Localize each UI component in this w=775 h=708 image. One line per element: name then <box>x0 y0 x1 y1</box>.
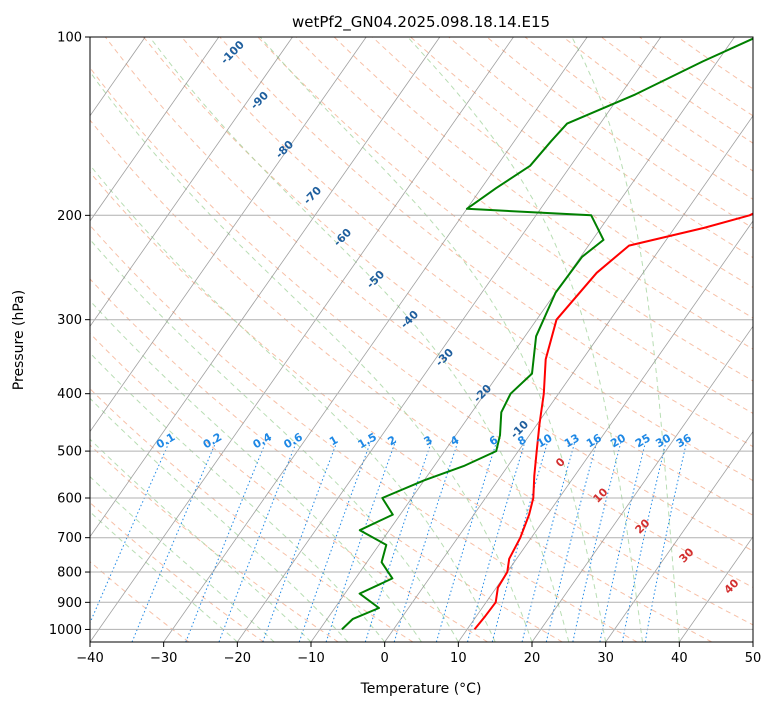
mixing-ratio-line <box>644 440 688 642</box>
dry-adiabat-line <box>90 278 563 642</box>
isotherm-line <box>605 430 753 642</box>
x-tick-label: 50 <box>745 651 762 666</box>
mixing-ratio-line <box>90 440 171 625</box>
moist-adiabat-line <box>571 37 680 642</box>
y-tick-label: 1000 <box>49 623 82 638</box>
moist-adiabat-line <box>90 397 349 642</box>
isotherm-line <box>90 37 441 538</box>
dry-adiabat-line <box>90 224 638 642</box>
y-tick-label: 500 <box>57 445 82 460</box>
x-tick-label: 40 <box>671 651 688 666</box>
mixing-ratio-line <box>599 440 647 642</box>
moist-adiabat-line <box>149 37 570 642</box>
moist-adiabat-line <box>90 352 386 642</box>
mixing-ratio-line <box>521 440 576 642</box>
isotherm-line <box>90 37 293 327</box>
mixing-ratio-line <box>262 440 338 642</box>
moist-adiabat-line <box>90 300 422 642</box>
dry-adiabat-line <box>90 560 190 642</box>
dry-adiabat-line <box>90 332 488 642</box>
dry-adiabat-line <box>181 37 753 482</box>
x-tick-label: 30 <box>597 651 614 666</box>
isotherm-line <box>384 115 753 642</box>
moist-adiabat-line <box>90 164 496 642</box>
y-tick-label: 900 <box>57 596 82 611</box>
isotherm-line <box>90 37 220 222</box>
x-tick-label: 0 <box>381 651 389 666</box>
x-tick-label: −20 <box>224 651 251 666</box>
isotherm-line <box>90 37 367 433</box>
y-tick-label: 300 <box>57 313 82 328</box>
mixing-ratio-line <box>131 440 217 642</box>
dry-adiabat-line <box>90 171 712 642</box>
y-tick-label: 600 <box>57 492 82 507</box>
dry-adiabat-line <box>372 37 753 319</box>
temperature-profile-line <box>473 212 753 631</box>
isotherm-line <box>236 37 662 642</box>
y-tick-label: 200 <box>57 209 82 224</box>
plot-frame <box>89 36 754 643</box>
mixing-ratio-line <box>621 440 667 642</box>
dry-adiabat-line <box>295 37 753 382</box>
y-axis-label: Pressure (hPa) <box>11 290 27 390</box>
chart-title: wetPf2_GN04.2025.098.18.14.E15 <box>292 13 550 32</box>
background-reference-lines <box>90 37 753 642</box>
x-tick-label: −10 <box>297 651 324 666</box>
x-tick-label: 10 <box>450 651 467 666</box>
moist-adiabat-line <box>90 70 533 642</box>
sounding-profiles <box>341 37 753 631</box>
y-tick-label: 800 <box>57 566 82 581</box>
mixing-ratio-line <box>545 440 598 642</box>
dry-adiabat-line <box>143 37 753 516</box>
dry-adiabat-line <box>90 67 753 588</box>
moist-adiabat-line <box>90 238 459 642</box>
x-tick-label: 20 <box>524 651 541 666</box>
y-tick-label: 700 <box>57 531 82 546</box>
isotherm-line <box>163 37 588 642</box>
isotherm-line <box>457 220 753 642</box>
y-tick-label: 100 <box>57 31 82 46</box>
mixing-ratio-line <box>467 440 526 642</box>
mixing-ratio-line <box>298 440 372 642</box>
isotherm-line <box>90 37 514 642</box>
y-tick-label: 400 <box>57 387 82 402</box>
moist-adiabat-line <box>407 37 643 642</box>
dry-adiabat-line <box>219 37 753 448</box>
y-axis-ticks: 100 200 300 400 500 600 700 800 900 1000 <box>49 31 90 638</box>
moist-adiabat-line <box>90 511 238 642</box>
x-tick-label: −40 <box>76 651 103 666</box>
x-axis-ticks: −40 −30 −20 −10 0 10 20 30 40 50 <box>76 642 761 666</box>
isotherm-line <box>678 536 753 642</box>
mixing-ratio-line <box>572 440 622 642</box>
dry-adiabat-line <box>90 119 753 626</box>
x-axis-label: Temperature (°C) <box>360 681 482 697</box>
isotherm-line <box>531 325 753 642</box>
mixing-ratio-line <box>435 440 498 642</box>
dewpoint-profile-line <box>341 37 753 631</box>
mixing-ratio-line <box>393 440 459 642</box>
x-tick-label: −30 <box>150 651 177 666</box>
pressure-gridlines <box>90 37 753 630</box>
